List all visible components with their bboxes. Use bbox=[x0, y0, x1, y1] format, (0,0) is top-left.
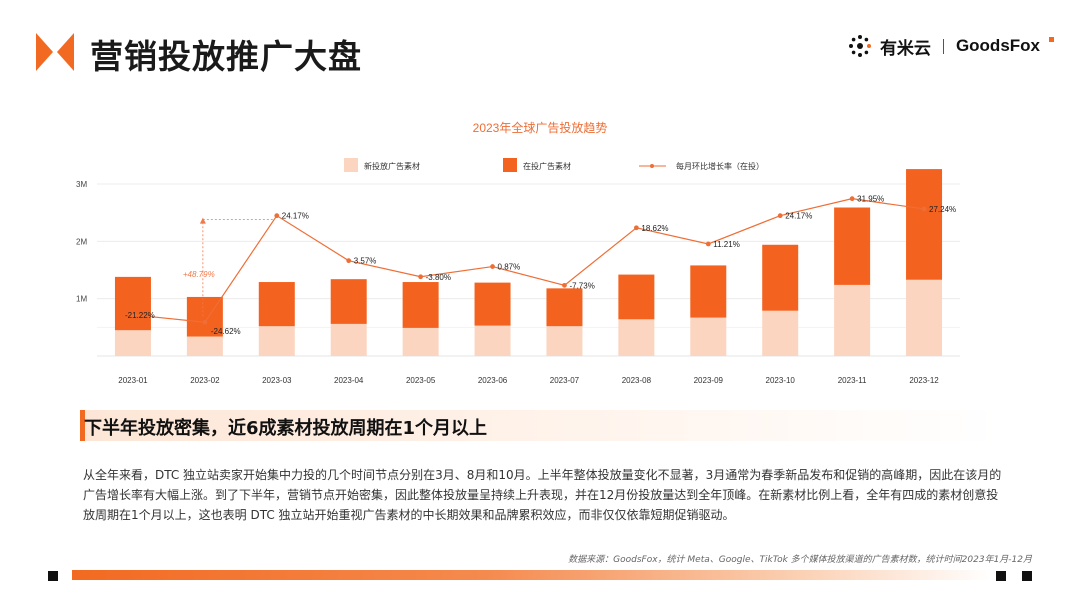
bar-active-ad bbox=[258, 282, 295, 327]
footer-square-left bbox=[48, 571, 58, 581]
growth-point bbox=[921, 206, 927, 212]
growth-point bbox=[633, 225, 639, 231]
brand-logos: 有米云 GoodsFox bbox=[848, 34, 1054, 59]
bar-active-ad bbox=[402, 282, 439, 328]
growth-point bbox=[490, 264, 495, 269]
x-tick-label: 2023-08 bbox=[622, 376, 652, 385]
chart-title: 2023年全球广告投放趋势 bbox=[473, 120, 608, 135]
bar-new-ad bbox=[474, 325, 511, 356]
growth-data-label: 27.24% bbox=[929, 205, 956, 214]
growth-data-label: 11.21% bbox=[713, 240, 740, 249]
bar-active-ad bbox=[906, 169, 943, 280]
brand-en-name: GoodsFox bbox=[955, 36, 1040, 55]
growth-data-label: -3.80% bbox=[426, 273, 451, 282]
bar-new-ad bbox=[402, 327, 439, 356]
page-title: 营销投放推广大盘 bbox=[90, 37, 362, 76]
bar-active-ad bbox=[690, 265, 727, 318]
y-tick-label: 1M bbox=[76, 295, 87, 304]
brand-cn-name: 有米云 bbox=[879, 38, 931, 59]
growth-data-label: -21.22% bbox=[125, 311, 155, 320]
growth-data-label: 0.87% bbox=[498, 263, 521, 272]
growth-line bbox=[132, 198, 925, 323]
bar-new-ad bbox=[690, 317, 727, 356]
x-tick-label: 2023-10 bbox=[766, 376, 796, 385]
x-tick-label: 2023-04 bbox=[334, 376, 364, 385]
growth-data-label: 24.17% bbox=[785, 212, 812, 221]
legend-swatch-new bbox=[344, 158, 358, 172]
x-tick-label: 2023-03 bbox=[262, 376, 292, 385]
bar-new-ad bbox=[834, 284, 871, 356]
annotation-label: +48.79% bbox=[183, 270, 215, 279]
growth-point bbox=[705, 241, 711, 247]
growth-point bbox=[346, 258, 352, 264]
youmi-burst-icon bbox=[848, 35, 871, 57]
legend-swatch-active bbox=[503, 158, 517, 172]
section-heading: 下半年投放密集，近6成素材投放周期在1个月以上 bbox=[80, 410, 1000, 441]
footer-square-right-2 bbox=[1022, 571, 1032, 581]
section-heading-text: 下半年投放密集，近6成素材投放周期在1个月以上 bbox=[84, 418, 488, 439]
x-tick-label: 2023-06 bbox=[478, 376, 508, 385]
footer-square-right-1 bbox=[996, 571, 1006, 581]
legend-label-new: 新投放广告素材 bbox=[364, 161, 420, 171]
x-tick-label: 2023-12 bbox=[909, 376, 939, 385]
bar-active-ad bbox=[618, 274, 655, 320]
bar-active-ad bbox=[762, 244, 799, 311]
bar-active-ad bbox=[114, 276, 151, 331]
brand-dot bbox=[1049, 36, 1054, 42]
data-source-note: 数据来源：GoodsFox，统计 Meta、Google、TikTok 多个媒体… bbox=[568, 555, 1032, 565]
brand-divider bbox=[942, 38, 944, 54]
growth-point bbox=[849, 196, 855, 202]
x-tick-label: 2023-07 bbox=[550, 376, 580, 385]
bar-active-ad bbox=[834, 207, 871, 285]
ad-trend-chart: 2023年全球广告投放趋势新投放广告素材 在投广告素材 每月环比增长率（在投） 1M 2… bbox=[60, 110, 1020, 400]
bar-new-ad bbox=[762, 310, 799, 356]
x-tick-label: 2023-05 bbox=[406, 376, 436, 385]
bar-active-ad bbox=[546, 288, 583, 327]
x-tick-label: 2023-01 bbox=[118, 376, 148, 385]
growth-data-label: 24.17% bbox=[282, 212, 309, 221]
section-accent-bar bbox=[80, 410, 85, 441]
x-tick-label: 2023-11 bbox=[838, 376, 867, 385]
bar-new-ad bbox=[114, 330, 151, 356]
growth-data-label: 3.57% bbox=[354, 257, 377, 266]
footer-gradient-bar bbox=[72, 570, 992, 580]
growth-point bbox=[562, 282, 567, 288]
legend-label-active: 在投广告素材 bbox=[523, 161, 571, 171]
x-tick-label: 2023-02 bbox=[190, 376, 220, 385]
legend-label-growth: 每月环比增长率（在投） bbox=[676, 161, 764, 171]
growth-point bbox=[130, 312, 136, 318]
growth-point bbox=[777, 213, 783, 219]
y-tick-label: 2M bbox=[76, 237, 87, 246]
growth-data-label: -24.62% bbox=[211, 327, 241, 336]
annotation-arrowhead bbox=[199, 217, 206, 224]
legend-marker-growth bbox=[650, 164, 654, 168]
bar-new-ad bbox=[186, 336, 223, 356]
bar-new-ad bbox=[258, 326, 295, 356]
growth-data-label: -7.73% bbox=[569, 281, 594, 290]
brand-logo-icon bbox=[36, 33, 74, 71]
bar-active-ad bbox=[474, 282, 511, 326]
x-tick-label: 2023-09 bbox=[694, 376, 724, 385]
bar-new-ad bbox=[618, 319, 655, 356]
bar-new-ad bbox=[330, 323, 367, 356]
bar-active-ad bbox=[330, 279, 367, 324]
growth-point bbox=[202, 319, 208, 325]
growth-data-label: 31.95% bbox=[857, 195, 884, 204]
growth-data-label: 18.62% bbox=[641, 224, 668, 233]
bar-new-ad bbox=[546, 326, 583, 356]
summary-paragraph: 从全年来看，DTC 独立站卖家开始集中力投的几个时间节点分别在3月、8月和10月… bbox=[83, 468, 1002, 522]
y-tick-label: 3M bbox=[76, 180, 87, 189]
bar-new-ad bbox=[906, 279, 943, 356]
growth-point bbox=[418, 274, 424, 280]
growth-point bbox=[274, 213, 280, 219]
